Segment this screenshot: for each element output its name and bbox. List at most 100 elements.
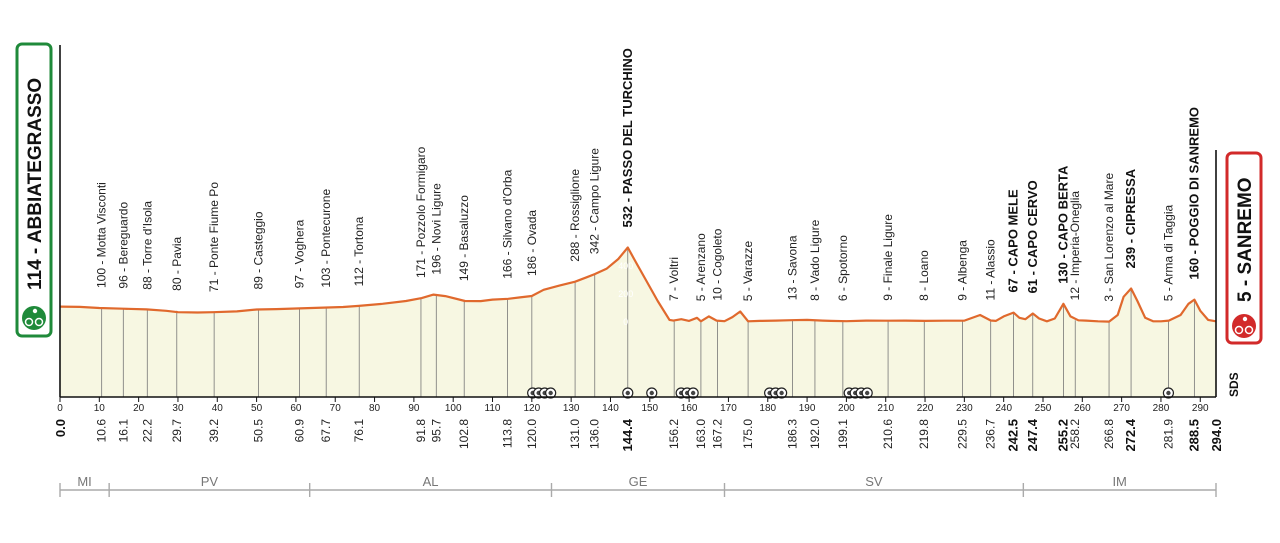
km-tick-label-15: 150 [641, 403, 658, 414]
km-tick-label-8: 80 [369, 403, 381, 414]
km-tick-label-27: 270 [1113, 403, 1130, 414]
location-km-28: 242.5 [1006, 419, 1021, 452]
location-label-25: 8 - Loano [917, 250, 931, 301]
location-km-17: 156.2 [667, 419, 681, 449]
start-wheel-icon-b [34, 317, 44, 327]
km-tick-label-24: 240 [995, 403, 1012, 414]
location-km-29: 247.4 [1025, 418, 1040, 451]
location-km-23: 199.1 [836, 419, 850, 449]
start-rider-head-icon [32, 308, 38, 314]
location-label-34: 5 - Arma di Taggia [1161, 204, 1175, 301]
km-tick-label-13: 130 [563, 403, 580, 414]
location-label-15: 342 - Campo Ligure [588, 148, 602, 254]
location-km-9: 91.8 [414, 419, 428, 443]
finish-rider-head-icon [1242, 316, 1248, 322]
location-label-28: 67 - CAPO MELE [1006, 189, 1021, 293]
location-km-5: 50.5 [252, 419, 266, 443]
location-label-5: 89 - Casteggio [252, 211, 266, 289]
marker-dot-6-0 [1166, 390, 1171, 396]
finish-badge [1225, 151, 1263, 345]
location-label-10: 196 - Novi Ligure [429, 183, 443, 275]
location-km-11: 102.8 [457, 419, 471, 449]
start-km: 0.0 [53, 419, 68, 437]
location-label-8: 112 - Tortona [352, 216, 366, 286]
location-km-1: 16.1 [116, 419, 130, 443]
start-label: 114 - ABBIATEGRASSO [25, 78, 46, 290]
marker-dot-4-2 [779, 390, 784, 396]
km-tick-label-28: 280 [1153, 403, 1170, 414]
km-tick-label-5: 50 [251, 403, 263, 414]
location-km-14: 131.0 [568, 419, 582, 449]
km-tick-label-18: 180 [759, 403, 776, 414]
location-label-17: 7 - Voltri [667, 257, 681, 301]
km-tick-label-9: 90 [408, 403, 420, 414]
finish-cyclist-icon [1232, 314, 1256, 338]
location-label-35: 160 - POGGIO DI SANREMO [1186, 107, 1201, 280]
location-label-19: 10 - Cogoleto [710, 228, 724, 300]
finish-km: 294.0 [1209, 419, 1224, 452]
location-label-7: 103 - Pontecurone [319, 189, 333, 288]
marker-dot-1-0 [625, 390, 630, 396]
altitude-tick-label-1: 200 [618, 289, 633, 299]
location-label-1: 96 - Bereguardo [116, 202, 130, 289]
location-label-32: 3 - San Lorenzo al Mare [1102, 173, 1116, 302]
marker-dot-2-0 [649, 390, 654, 396]
province-mi: MI [77, 474, 91, 489]
profile-fill [60, 247, 1216, 397]
location-label-9: 171 - Pozzolo Formigaro [414, 146, 428, 278]
km-tick-label-4: 40 [212, 403, 224, 414]
province-ge: GE [629, 474, 648, 489]
altitude-tick-label-0: 0 [623, 317, 628, 327]
provinces-group: MI PV AL GE SV IM [59, 474, 1217, 497]
km-tick-label-10: 100 [445, 403, 462, 414]
finish-wheel-icon-a [1234, 325, 1244, 335]
km-tick-label-6: 60 [290, 403, 302, 414]
location-label-12: 166 - Silvano d'Orba [500, 169, 514, 278]
location-label-29: 61 - CAPO CERVO [1025, 180, 1040, 293]
location-km-15: 136.0 [588, 419, 602, 449]
km-tick-label-20: 200 [838, 403, 855, 414]
location-labels-group: 100 - Motta Visconti 96 - Bereguardo 88 - … [95, 48, 1202, 301]
location-km-7: 67.7 [319, 419, 333, 443]
location-label-20: 5 - Varazze [741, 241, 755, 302]
km-tick-label-26: 260 [1074, 403, 1091, 414]
location-km-8: 76.1 [352, 419, 366, 443]
location-km-2: 22.2 [140, 419, 154, 443]
km-axis-group: 0 10 20 30 40 50 60 70 80 90 100 110 120 130 140 150 160… [57, 45, 1217, 414]
location-label-16: 532 - PASSO DEL TURCHINO [620, 48, 635, 227]
location-km-0: 10.6 [95, 419, 109, 443]
km-tick-label-25: 250 [1035, 403, 1052, 414]
location-label-26: 9 - Albenga [955, 240, 969, 301]
km-tick-label-16: 160 [681, 403, 698, 414]
province-im: IM [1112, 474, 1126, 489]
altitude-ticks-group: 0 200 400 [618, 261, 633, 327]
km-tick-label-7: 70 [330, 403, 342, 414]
location-km-22: 192.0 [808, 419, 822, 449]
location-label-6: 97 - Voghera [292, 219, 306, 288]
km-tick-label-3: 30 [172, 403, 184, 414]
location-km-16: 144.4 [620, 418, 635, 451]
location-label-23: 6 - Spotorno [836, 235, 850, 301]
province-sv: SV [865, 474, 883, 489]
location-km-20: 175.0 [741, 419, 755, 449]
location-km-19: 167.2 [710, 419, 724, 449]
location-label-33: 239 - CIPRESSA [1123, 168, 1138, 268]
marker-dot-3-2 [690, 390, 696, 396]
location-label-27: 11 - Alassio [984, 239, 998, 300]
location-km-24: 210.6 [881, 419, 895, 449]
location-km-10: 95.7 [429, 419, 443, 443]
location-km-3: 29.7 [170, 419, 184, 443]
km-tick-label-12: 120 [523, 403, 540, 414]
start-wheel-icon-a [24, 317, 34, 327]
location-label-22: 8 - Vado Ligure [808, 219, 822, 300]
km-tick-label-29: 290 [1192, 403, 1209, 414]
profile-line [59, 246, 1217, 323]
km-tick-label-0: 0 [57, 403, 63, 414]
profile-area-group [59, 246, 1217, 397]
location-label-11: 149 - Basaluzzo [457, 195, 471, 281]
province-pv: PV [201, 474, 219, 489]
location-label-14: 288 - Rossiglione [568, 169, 582, 262]
start-badge [15, 42, 53, 338]
location-label-2: 88 - Torre d'Isola [140, 201, 154, 290]
